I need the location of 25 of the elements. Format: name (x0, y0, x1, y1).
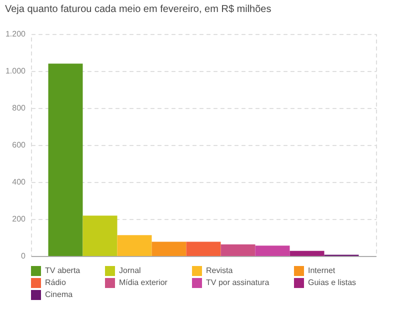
bar (117, 235, 152, 256)
legend-label: TV aberta (45, 266, 81, 275)
legend-label: Cinema (45, 290, 74, 299)
y-tick-label: 800 (12, 104, 26, 112)
bar (186, 242, 221, 256)
bar (152, 242, 186, 256)
bar (220, 244, 256, 256)
chart-title: Veja quanto faturou cada meio em fevereiro, em R$ milhões (4, 4, 272, 15)
legend-label: Revista (206, 266, 234, 275)
y-tick-label: 200 (12, 214, 26, 224)
legend-label: Rádio (45, 278, 66, 287)
legend-label: Mídia exterior (119, 278, 168, 287)
y-tick-label: 1.000 (5, 66, 26, 76)
legend-label: TV por assinatura (206, 278, 270, 287)
bar (48, 64, 83, 256)
bar (255, 246, 290, 256)
y-tick-label: 600 (12, 140, 26, 150)
y-tick-label: 400 (12, 178, 26, 186)
legend-label: Jornal (119, 266, 142, 275)
legend-label: Internet (308, 266, 336, 275)
legend-label: Guias e listas (308, 278, 356, 287)
bar (82, 216, 118, 256)
y-tick-label: 0 (21, 252, 26, 260)
bar (290, 250, 324, 256)
y-tick-label: 1.200 (5, 30, 26, 38)
